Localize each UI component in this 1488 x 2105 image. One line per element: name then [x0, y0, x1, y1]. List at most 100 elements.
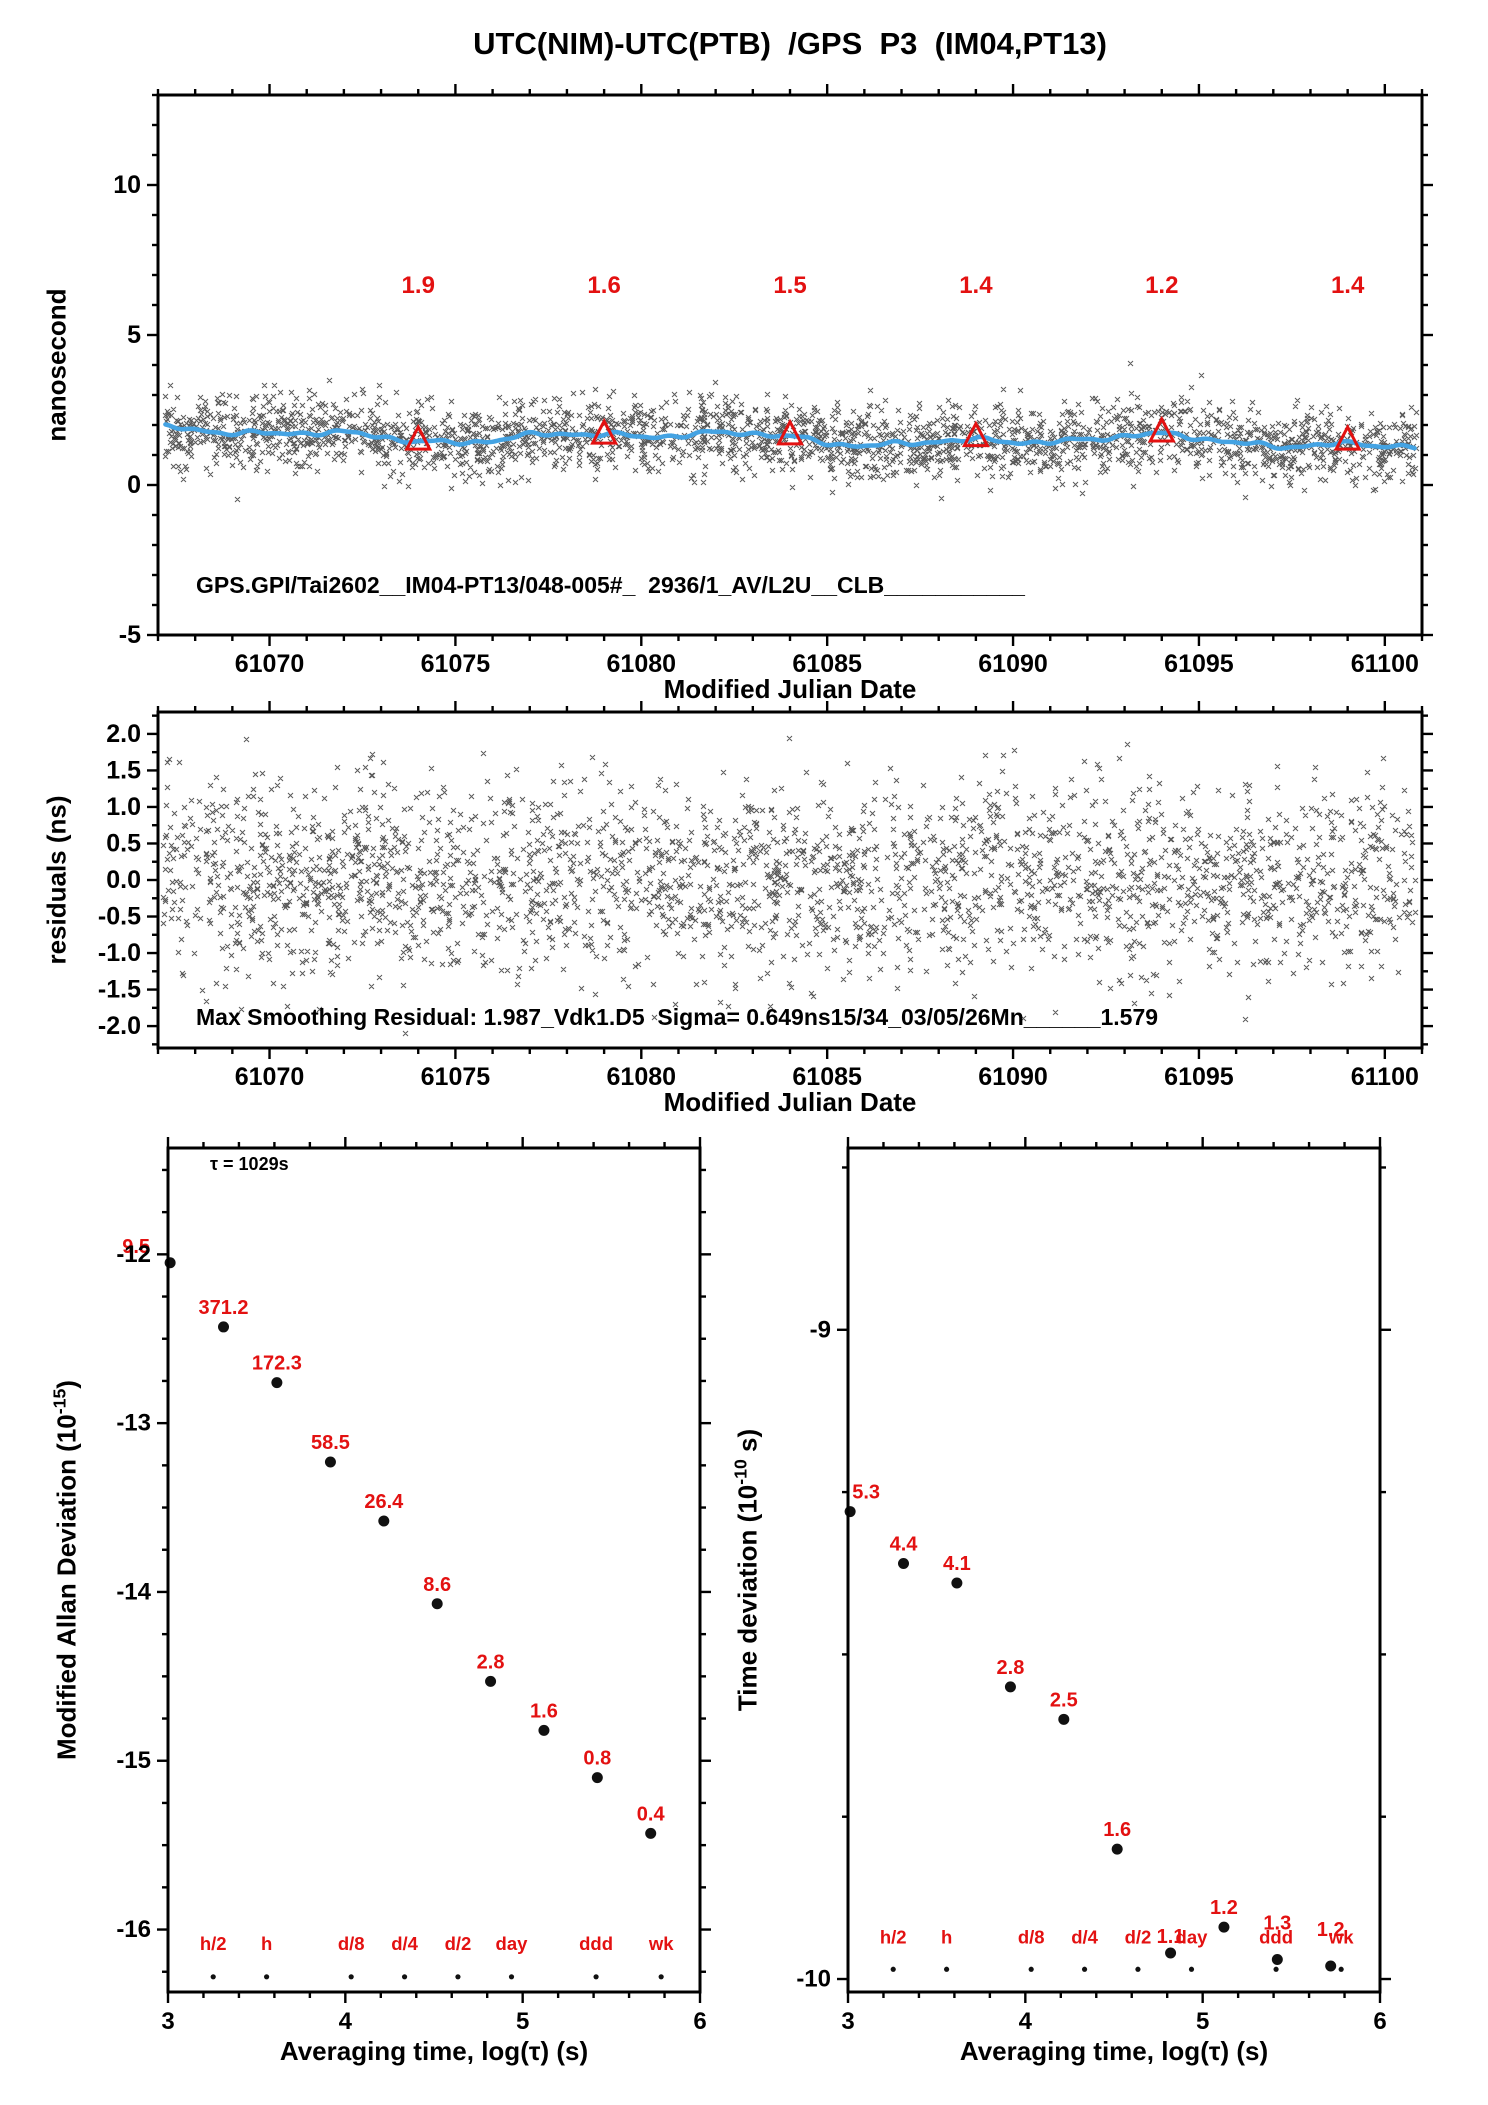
x-tick-label: 61095: [1164, 650, 1234, 678]
y-tick-label: -2.0: [98, 1012, 141, 1040]
point-value-label: 4.1: [943, 1553, 971, 1575]
data-point: [645, 1827, 657, 1839]
data-point: [164, 1257, 176, 1269]
x-tick-label: 61070: [235, 1063, 305, 1091]
point-value-label: 371.2: [198, 1297, 248, 1319]
point-value-label: 58.5: [311, 1432, 350, 1454]
triangle-value-label: 1.6: [587, 272, 620, 299]
calendar-label: ddd: [579, 1933, 613, 1954]
y-tick-label: 2.0: [106, 720, 141, 748]
x-tick-label: 61095: [1164, 1063, 1234, 1091]
y-tick-label: -1.5: [98, 976, 141, 1004]
calendar-tick-dot: [401, 1974, 408, 1980]
data-point: [431, 1598, 443, 1610]
data-point: [271, 1377, 283, 1389]
point-value-label: 0.4: [637, 1803, 666, 1825]
y-tick-label: -12: [116, 1241, 151, 1268]
x-tick-label: 4: [339, 2008, 353, 2035]
calendar-tick-dot: [1028, 1966, 1034, 1972]
uncertainty-triangle: [1147, 415, 1176, 443]
calendar-label: h: [261, 1933, 272, 1954]
x-tick-label: 5: [1196, 2008, 1209, 2035]
point-value-label: 172.3: [252, 1353, 302, 1375]
calendar-tick-dot: [348, 1974, 354, 1980]
y-tick-label: 0: [127, 471, 141, 499]
y-tick-label: 5: [127, 321, 141, 349]
calendar-tick-dot: [1188, 1966, 1195, 1972]
residuals-panel-xaxis-label: Modified Julian Date: [663, 1087, 917, 1117]
calendar-tick-dot: [593, 1974, 599, 1980]
calendar-tick-dot: [1273, 1966, 1279, 1972]
calendar-label: day: [496, 1933, 529, 1954]
x-tick-label: 61090: [978, 1063, 1048, 1091]
panel-residuals: 61070 61075 61080 61085 61090 61095 61100 -2.0 -…: [98, 701, 1433, 1091]
y-tick-label: -9: [810, 1316, 831, 1343]
axes-frame: [846, 1146, 1382, 1994]
mdev-ylabel-exponent: -15: [49, 1388, 70, 1415]
x-tick-label: 61080: [607, 1063, 677, 1091]
point-value-label: 1.2: [1317, 1919, 1345, 1941]
point-value-label: 2.8: [477, 1651, 505, 1673]
mdev-panel-xaxis-label: Averaging time, log(τ) (s): [279, 2036, 589, 2066]
calendar-label: d/4: [391, 1933, 418, 1954]
triangle-value-label: 1.5: [773, 272, 806, 299]
y-tick-label: -16: [116, 1916, 151, 1943]
x-tick-label: 5: [516, 2008, 529, 2035]
top-panel-annotation: GPS.GPI/Tai2602__IM04-PT13/048-005#_ 293…: [196, 572, 1025, 598]
data-point: [1111, 1843, 1123, 1855]
mdev-ylabel-post: ): [51, 1380, 82, 1389]
data-point: [538, 1724, 550, 1736]
x-tick-label: 61070: [235, 650, 305, 678]
tau-annotation: τ = 1029s: [210, 1154, 289, 1174]
calendar-label: d/4: [1071, 1926, 1098, 1947]
calendar-tick-dot: [890, 1966, 896, 1972]
data-point: [485, 1675, 497, 1687]
y-tick-label: -10: [796, 1966, 831, 1993]
y-tick-label: 1.0: [106, 793, 141, 821]
smoothing-line: [163, 422, 1417, 451]
scatter-cloud: [160, 735, 1419, 1037]
y-tick-label: -14: [116, 1578, 151, 1605]
y-tick-label: 0.0: [106, 866, 141, 894]
y-tick-label: -15: [116, 1747, 151, 1774]
data-point: [591, 1772, 603, 1784]
calendar-label: h/2: [200, 1933, 227, 1954]
panel-phase-comparison: 1.9 1.6 1.5 1.4 1.2 1.4 61070 61075 61080 61085 61…: [113, 84, 1433, 678]
tdev-panel-yaxis-label: Time deviation (10-10 s): [731, 1429, 764, 1711]
calendar-label: h: [941, 1926, 952, 1947]
data-point: [1004, 1681, 1016, 1693]
data-point: [324, 1456, 336, 1468]
x-tick-label: 3: [841, 2008, 854, 2035]
point-value-label: 8.6: [423, 1574, 451, 1596]
point-value-label: 4.4: [890, 1534, 919, 1556]
calendar-tick-dot: [210, 1974, 216, 1980]
residuals-annotation: Max Smoothing Residual: 1.987_Vdk1.D5 Si…: [196, 1004, 1159, 1030]
top-panel-xaxis-label: Modified Julian Date: [663, 674, 917, 704]
triangle-value-label: 1.4: [1331, 272, 1365, 299]
calendar-tick-dot: [508, 1974, 515, 1980]
tdev-ylabel-pre: Time deviation (10: [732, 1484, 763, 1712]
x-tick-label: 61090: [978, 650, 1048, 678]
top-panel-yaxis-label: nanosecond: [41, 288, 72, 442]
x-tick-label: 61080: [607, 650, 677, 678]
triangle-value-label: 1.4: [959, 272, 993, 299]
x-tick-label: 61075: [421, 650, 491, 678]
data-point: [1218, 1921, 1230, 1933]
calendar-label: d/8: [1018, 1926, 1045, 1947]
y-tick-label: -1.0: [98, 939, 141, 967]
axes-frame: [166, 1146, 702, 1994]
point-value-label: 9.5: [122, 1236, 150, 1258]
data-point: [378, 1515, 390, 1527]
scatter-cloud: [162, 360, 1420, 503]
y-tick-label: 0.5: [106, 829, 141, 857]
x-tick-label: 61100: [1351, 1063, 1419, 1091]
point-value-label: 26.4: [364, 1491, 404, 1513]
calendar-tick-dot: [943, 1966, 950, 1972]
uncertainty-triangle: [404, 423, 433, 451]
panel-modified-allan-deviation: 9.5 371.2 172.3 58.5 26.4 8.6 2.8 1.6 0.8 0.4 h/2 h…: [116, 1137, 711, 2035]
calendar-label: wk: [1328, 1926, 1354, 1947]
calendar-tick-dot: [263, 1974, 270, 1980]
y-tick-label: -13: [116, 1410, 151, 1437]
